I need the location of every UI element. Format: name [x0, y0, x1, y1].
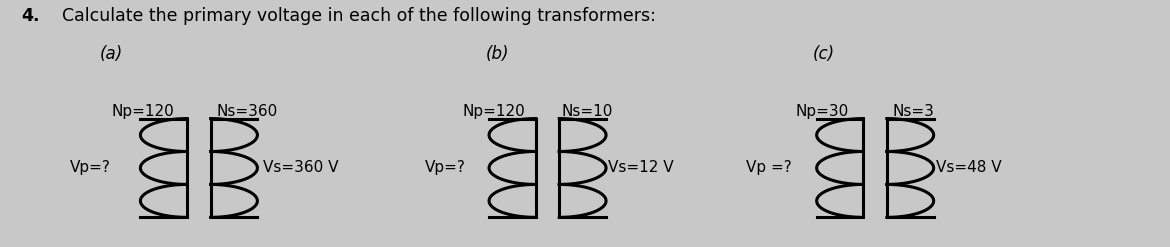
- Text: Vs=360 V: Vs=360 V: [263, 161, 339, 175]
- Text: (c): (c): [813, 45, 835, 63]
- Text: Np=120: Np=120: [462, 104, 525, 119]
- Text: Np=30: Np=30: [796, 104, 849, 119]
- Text: Vp=?: Vp=?: [425, 161, 466, 175]
- Text: Vs=48 V: Vs=48 V: [936, 161, 1002, 175]
- Text: 4.: 4.: [21, 7, 40, 25]
- Text: Calculate the primary voltage in each of the following transformers:: Calculate the primary voltage in each of…: [51, 7, 656, 25]
- Text: Vp =?: Vp =?: [746, 161, 792, 175]
- Text: Np=120: Np=120: [111, 104, 174, 119]
- Text: (b): (b): [486, 45, 509, 63]
- Text: Vs=12 V: Vs=12 V: [608, 161, 674, 175]
- Text: (a): (a): [99, 45, 123, 63]
- Text: Ns=10: Ns=10: [562, 104, 613, 119]
- Text: Ns=3: Ns=3: [893, 104, 935, 119]
- Text: Vp=?: Vp=?: [70, 161, 111, 175]
- Text: Ns=360: Ns=360: [216, 104, 277, 119]
